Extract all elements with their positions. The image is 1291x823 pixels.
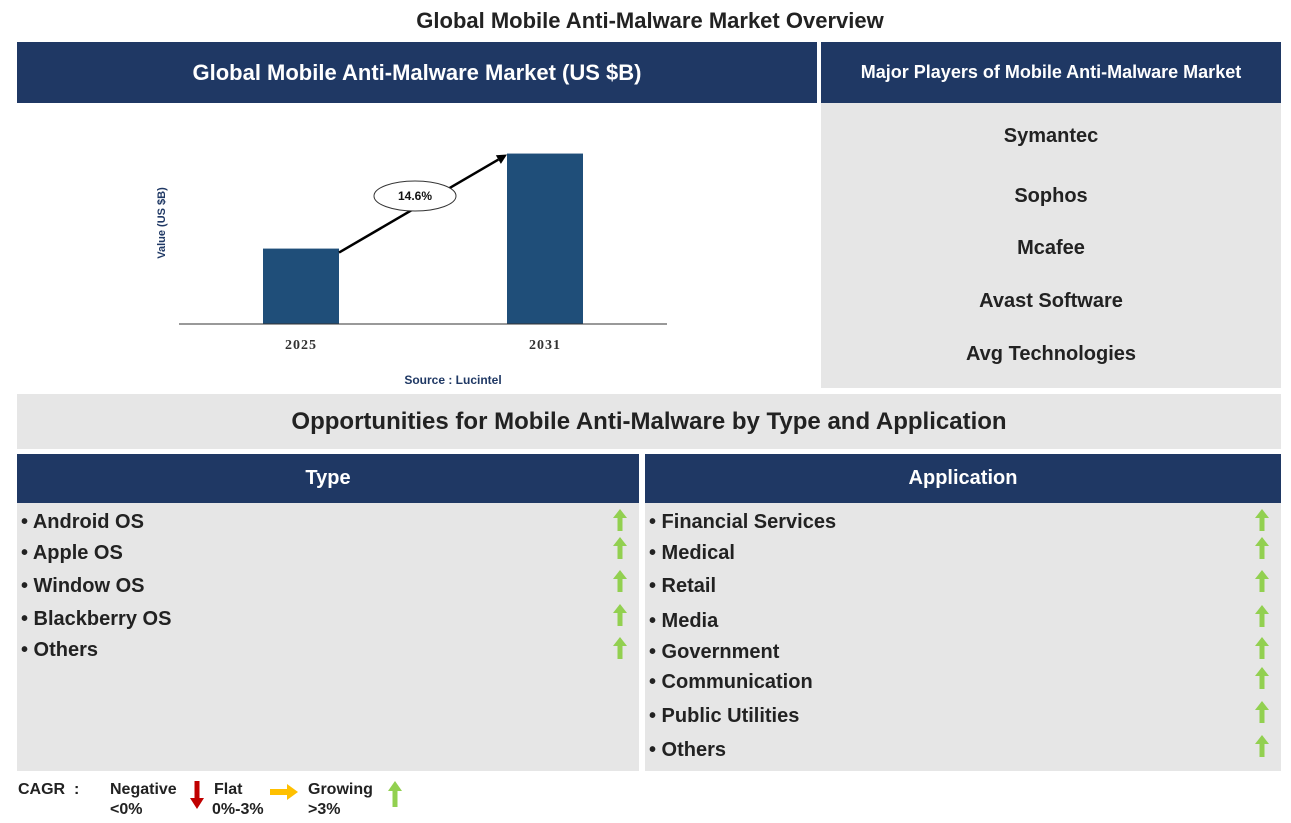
legend-negative-label: Negative (110, 781, 177, 798)
player-avast: Avast Software (979, 290, 1123, 312)
application-item: • Communication (649, 671, 813, 693)
x-tick-label: 2025 (285, 338, 317, 353)
cagr-arrow-head (495, 154, 507, 164)
player-avg: Avg Technologies (965, 343, 1137, 365)
player-mcafee: Mcafee (1017, 237, 1085, 259)
growing-up-arrow-icon (613, 509, 627, 531)
legend-negative-range: <0% (110, 801, 143, 818)
application-item: • Others (649, 739, 727, 761)
chart-source: Source : Lucintel (404, 373, 501, 387)
legend-cagr-label: CAGR (18, 781, 66, 798)
legend-flat-range: 0%-3% (212, 801, 264, 818)
cagr-bubble (373, 180, 457, 212)
application-item: • Medical (649, 542, 735, 564)
application-item: • Media (649, 610, 719, 632)
player-sophos: Sophos (1014, 185, 1088, 207)
right-arrow-icon (270, 784, 298, 800)
legend-growing-label: Growing (308, 781, 373, 798)
growing-up-arrow-icon (1255, 570, 1269, 592)
application-item: • Financial Services (649, 511, 837, 533)
type-item: • Window OS (21, 575, 145, 597)
application-item: • Public Utilities (649, 705, 800, 727)
cagr-label: 14.6% (398, 189, 432, 203)
growing-up-arrow-icon (1255, 605, 1269, 627)
type-item: • Android OS (21, 511, 144, 533)
legend-growing-range: >3% (308, 801, 341, 818)
y-axis-label: Value (US $B) (156, 187, 168, 259)
growing-up-arrow-icon (1255, 701, 1269, 723)
bar-chart: Value (US $B) 2025 2031 14.6% Source : Lu… (156, 153, 667, 387)
growing-up-arrow-icon (1255, 637, 1269, 659)
growing-up-arrow-icon (1255, 735, 1269, 757)
players-header: Major Players of Mobile Anti-Malware Mar… (821, 42, 1281, 103)
legend-colon: : (74, 781, 80, 798)
growing-up-arrow-icon (613, 604, 627, 626)
players-panel: Symantec Sophos Mcafee Avast Software Av… (821, 103, 1281, 388)
player-symantec: Symantec (1003, 125, 1099, 147)
type-item: • Apple OS (21, 542, 123, 564)
growing-up-arrow-icon (613, 637, 627, 659)
legend-flat-label: Flat (214, 781, 243, 798)
application-header: Application (645, 454, 1281, 503)
bar-2025 (263, 248, 339, 324)
growing-up-arrow-icon (1255, 537, 1269, 559)
page-title: Global Mobile Anti-Malware Market Overvi… (416, 8, 884, 33)
growing-up-arrow-icon (1255, 509, 1269, 531)
application-panel: • Financial Services • Medical • Retail … (645, 503, 1281, 771)
up-arrow-icon (388, 781, 402, 807)
type-header: Type (17, 454, 639, 503)
type-panel: • Android OS • Apple OS • Window OS • Bl… (17, 503, 639, 771)
type-item: • Blackberry OS (21, 608, 172, 630)
type-item: • Others (21, 639, 99, 661)
x-tick-label: 2031 (529, 338, 561, 353)
application-item: • Government (649, 641, 780, 663)
growing-up-arrow-icon (1255, 667, 1269, 689)
chart-header: Global Mobile Anti-Malware Market (US $B… (17, 42, 817, 103)
growing-up-arrow-icon (613, 537, 627, 559)
application-item: • Retail (649, 575, 717, 597)
bar-2031 (507, 153, 583, 324)
down-arrow-icon (190, 781, 204, 809)
opportunities-title: Opportunities for Mobile Anti-Malware by… (17, 394, 1281, 449)
growing-up-arrow-icon (613, 570, 627, 592)
